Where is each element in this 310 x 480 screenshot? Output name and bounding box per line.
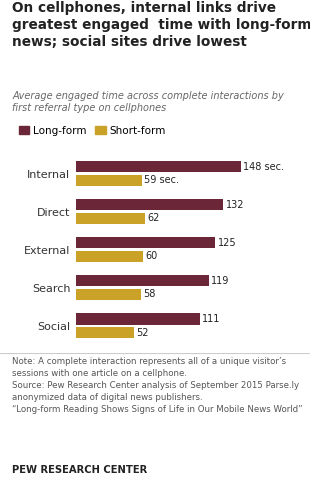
- Text: 148 sec.: 148 sec.: [243, 162, 284, 172]
- Bar: [76, 275, 209, 287]
- Bar: [76, 313, 200, 324]
- Text: 60: 60: [145, 252, 157, 262]
- Bar: [76, 251, 143, 262]
- Bar: [76, 199, 223, 210]
- Text: 119: 119: [211, 276, 229, 286]
- Bar: [76, 213, 145, 224]
- Text: PEW RESEARCH CENTER: PEW RESEARCH CENTER: [12, 465, 148, 475]
- Text: 52: 52: [136, 327, 149, 337]
- Text: Average engaged time across complete interactions by
first referral type on cell: Average engaged time across complete int…: [12, 91, 284, 113]
- Bar: [76, 327, 134, 338]
- Bar: [76, 175, 142, 186]
- Text: 62: 62: [147, 214, 160, 223]
- Text: 125: 125: [218, 238, 236, 248]
- Text: Note: A complete interaction represents all of a unique visitor’s
sessions with : Note: A complete interaction represents …: [12, 357, 303, 414]
- Text: 132: 132: [225, 200, 244, 210]
- Text: 58: 58: [143, 289, 155, 300]
- Bar: [76, 289, 141, 300]
- Legend: Long-form, Short-form: Long-form, Short-form: [15, 121, 170, 140]
- Bar: [76, 161, 241, 172]
- Bar: [76, 237, 215, 249]
- Text: 111: 111: [202, 314, 220, 324]
- Text: On cellphones, internal links drive
greatest engaged  time with long-form
news; : On cellphones, internal links drive grea…: [12, 1, 310, 49]
- Text: 59 sec.: 59 sec.: [144, 175, 179, 185]
